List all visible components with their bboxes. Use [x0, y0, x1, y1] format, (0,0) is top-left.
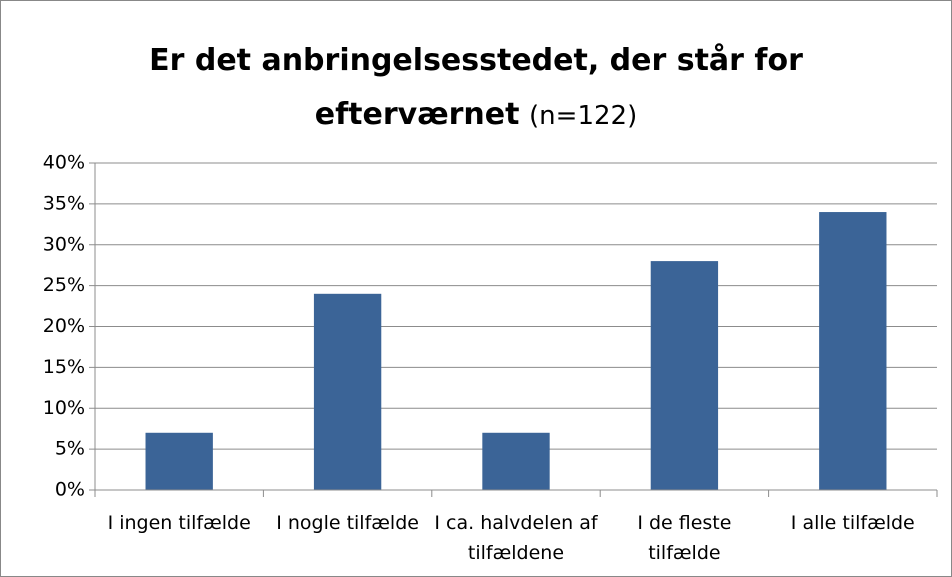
x-tick-label: I nogle tilfælde: [276, 512, 419, 534]
x-tick-label: I ingen tilfælde: [107, 512, 251, 534]
x-tick-label: I ca. halvdelen af tilfældene: [434, 512, 598, 564]
bar: [482, 432, 550, 490]
x-tick-label: I alle tilfælde: [790, 512, 915, 534]
y-tick-label: 30%: [43, 233, 85, 255]
title-text: Er det anbringelsesstedet, der står for …: [149, 43, 803, 132]
subtitle-text: (n=122): [529, 101, 638, 131]
y-tick-label: 40%: [43, 152, 85, 174]
y-tick-label: 35%: [43, 192, 85, 214]
y-tick-label: 20%: [43, 315, 85, 337]
y-tick-label: 5%: [55, 438, 85, 460]
y-tick-label: 15%: [43, 356, 85, 378]
bar: [313, 293, 382, 490]
chart-title: Er det anbringelsesstedet, der står for …: [140, 34, 812, 143]
bar: [650, 261, 719, 490]
bar: [145, 432, 213, 490]
bar: [819, 212, 887, 491]
y-tick-label: 25%: [43, 274, 85, 296]
x-tick-label: I de fleste tilfælde: [637, 512, 732, 564]
y-tick-label: 10%: [43, 397, 85, 419]
y-tick-label: 0%: [55, 479, 85, 501]
